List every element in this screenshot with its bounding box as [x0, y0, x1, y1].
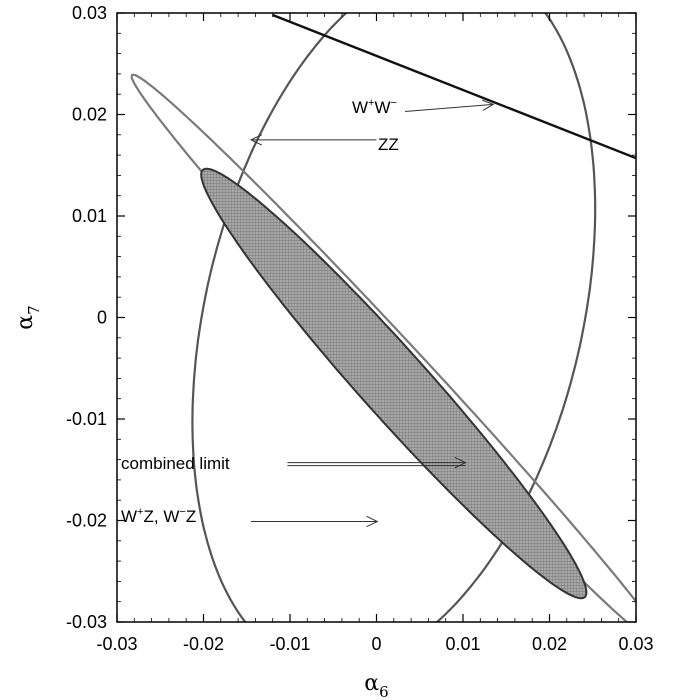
annotation-text: W	[121, 507, 137, 526]
annotation-arrowhead	[366, 515, 379, 528]
annotation-text: combined limit	[121, 454, 230, 473]
annotation-superscript: +	[137, 506, 143, 518]
x-tick-label: 0.01	[445, 634, 480, 654]
x-axis-title: α6	[364, 671, 388, 700]
x-tick-label: 0	[371, 634, 381, 654]
annotation-label: W+W−	[352, 97, 397, 117]
annotation-text: W	[374, 98, 390, 117]
annotation-label: ZZ	[378, 135, 399, 154]
y-axis-title: α7	[13, 305, 43, 329]
series-w-w	[272, 13, 636, 160]
annotation-label: combined limit	[121, 454, 230, 473]
x-axis-title-base: α	[364, 671, 379, 696]
series-combined-limit	[200, 167, 588, 600]
curves-layer	[130, 13, 636, 622]
y-axis-title-base: α	[13, 315, 38, 330]
annotation-text: W	[352, 98, 368, 117]
x-tick-label: -0.01	[269, 634, 310, 654]
series-w-z-w-z	[191, 13, 597, 622]
x-axis-title-sub: 6	[379, 683, 389, 700]
annotation-text: Z, W	[143, 507, 179, 526]
y-tick-label: 0.01	[72, 206, 107, 226]
annotation-label: W+Z, W−Z	[121, 506, 196, 526]
y-axis-title-sub: 7	[25, 305, 43, 315]
y-tick-label: 0.03	[72, 3, 107, 23]
annotation-text: Z	[186, 507, 196, 526]
y-tick-label: -0.02	[66, 511, 107, 531]
annotation-superscript: −	[391, 97, 397, 109]
annotation-arrow-line	[405, 103, 494, 112]
y-tick-label: 0	[97, 308, 107, 328]
y-tick-label: -0.03	[66, 612, 107, 632]
x-tick-label: 0.02	[532, 634, 567, 654]
annotation-arrowhead	[481, 99, 495, 111]
x-tick-label: -0.02	[183, 634, 224, 654]
annotation-superscript: −	[179, 506, 185, 518]
ticks-layer: -0.03 -0.02 -0.01 0 0.01 0.02 0.03 -0.03 -0.02 -0…	[66, 3, 654, 654]
x-tick-label: -0.03	[96, 634, 137, 654]
annotation-text: ZZ	[378, 135, 399, 154]
annotation-arrowhead	[249, 134, 263, 146]
annotation-superscript: +	[368, 97, 374, 109]
y-tick-label: 0.02	[72, 105, 107, 125]
y-tick-label: -0.01	[66, 409, 107, 429]
x-tick-label: 0.03	[618, 634, 653, 654]
